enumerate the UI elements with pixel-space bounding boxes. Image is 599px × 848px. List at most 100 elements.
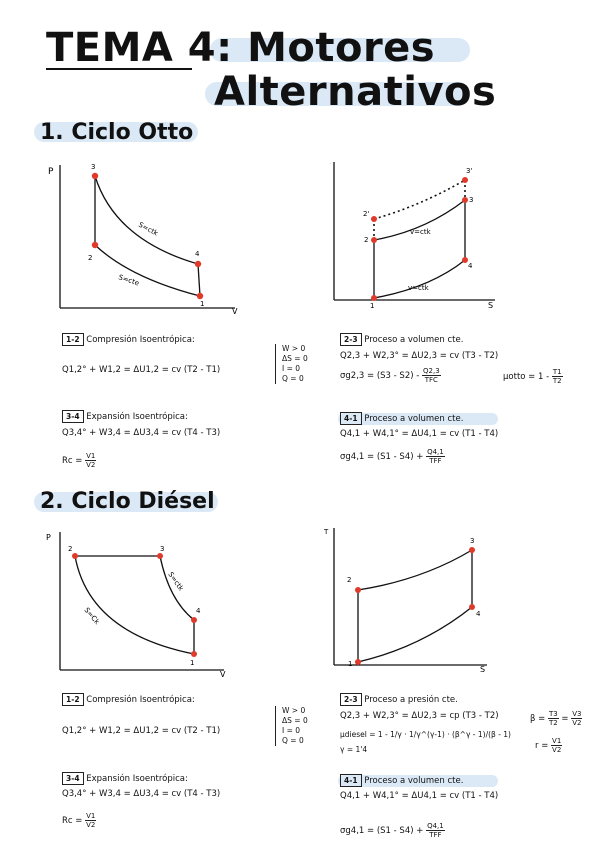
otto-p41-label: Proceso a volumen cte. <box>364 414 464 424</box>
otto-heading-highlight <box>34 122 198 142</box>
otto-pv-x-label: V <box>232 307 238 315</box>
otto-p41-formula2: σg4,1 = (S1 - S4) + Q4,1 TFF <box>340 448 445 465</box>
diesel-pv-label-2: 2 <box>68 545 72 553</box>
diesel-rc-den: V2 <box>86 821 96 829</box>
otto-ts-point-3p <box>462 177 468 183</box>
diesel-p23-header: 2-3 Proceso a presión cte. <box>340 693 458 706</box>
otto-p23-formula2: σg2,3 = (S3 - S2) - Q2,3 TFC <box>340 367 441 384</box>
otto-p23-formula1: Q2,3 + W2,3° = ΔU2,3 = cv (T3 - T2) <box>340 351 499 361</box>
diesel-ts-isochore <box>357 606 473 663</box>
diesel-p41-label: Proceso a volumen cte. <box>364 776 464 786</box>
diesel-p23-label: Proceso a presión cte. <box>364 695 458 705</box>
diesel-prop-ds: ΔS = 0 <box>282 716 308 725</box>
diesel-p34-formula: Q3,4° + W3,4 = ΔU3,4 = cv (T4 - T3) <box>62 789 221 799</box>
otto-rc: Rc = V1 V2 <box>62 452 97 469</box>
diesel-p12-header: 1-2 Compresión Isoentrópica: <box>62 693 195 706</box>
otto-ts-y-label: T <box>330 162 331 170</box>
diesel-ts-label-2: 2 <box>347 576 351 584</box>
otto-p23-den: TFC <box>424 376 438 384</box>
otto-p41-highlight <box>338 413 498 425</box>
diesel-prop-w: W > 0 <box>282 706 306 715</box>
diesel-p34-header: 3-4 Expansión Isoentrópica: <box>62 772 188 785</box>
otto-eta-den: T2 <box>552 377 562 385</box>
otto-p41-num: Q4,1 <box>426 448 445 457</box>
diesel-pv-label-1: 1 <box>190 659 194 667</box>
diesel-p41-formula1: Q4,1 + W4,1° = ΔU4,1 = cv (T1 - T4) <box>340 791 499 801</box>
diesel-p34-tag: 3-4 <box>62 772 84 785</box>
otto-pv-point-3 <box>91 172 99 180</box>
title-underline <box>46 68 192 70</box>
diesel-p12-formula: Q1,2° + W1,2 = ΔU1,2 = cv (T2 - T1) <box>62 726 221 736</box>
otto-p34-label: Expansión Isoentrópica: <box>86 412 188 422</box>
diesel-prop-i: I = 0 <box>282 726 301 735</box>
diesel-p41-highlight <box>338 775 498 787</box>
otto-p23-entropy: σg2,3 = (S3 - S2) - <box>340 371 420 381</box>
otto-eta-lhs: μotto = 1 - <box>503 372 550 382</box>
diesel-p12-tag: 1-2 <box>62 693 84 706</box>
page-title-line1: TEMA 4: Motores <box>46 28 435 68</box>
diesel-pv-point-3 <box>157 553 163 559</box>
diesel-pv-y-label: P <box>46 533 51 542</box>
diesel-p41-den: TFF <box>429 831 442 839</box>
diesel-p41-formula2: σg4,1 = (S1 - S4) + Q4,1 TFF <box>340 822 445 839</box>
otto-ts-point-2p <box>371 216 377 222</box>
title-highlight-1 <box>210 38 470 62</box>
otto-p41-den: TFF <box>429 457 442 465</box>
diesel-p41-tag: 4-1 <box>340 774 362 787</box>
otto-p23-label: Proceso a volumen cte. <box>364 335 464 345</box>
otto-ts-label-2: 2 <box>364 236 368 244</box>
otto-p41-entropy: σg4,1 = (S1 - S4) + <box>340 452 424 462</box>
otto-rc-num: V1 <box>85 452 97 461</box>
diesel-pv-label-4: 4 <box>196 607 201 615</box>
otto-p12-props: W > 0 ΔS = 0 I = 0 Q = 0 <box>275 344 308 384</box>
diesel-p41-num: Q4,1 <box>426 822 445 831</box>
otto-pv-heat-out <box>197 263 201 297</box>
diesel-p12-label: Compresión Isoentrópica: <box>86 695 195 705</box>
otto-p23-header: 2-3 Proceso a volumen cte. <box>340 333 463 346</box>
otto-ts-label-4: 4 <box>468 262 473 270</box>
otto-efficiency: μotto = 1 - T1 T2 <box>503 368 563 385</box>
otto-ts-point-1 <box>371 295 377 301</box>
otto-p12-tag: 1-2 <box>62 333 84 346</box>
diesel-pv-point-1 <box>191 651 197 657</box>
diesel-ts-isobar <box>357 549 473 591</box>
diesel-ts-point-4 <box>469 604 475 610</box>
diesel-ts-point-1 <box>355 659 361 665</box>
diesel-heading: 2. Ciclo Diésel <box>40 489 215 514</box>
diesel-ts-y-label: T <box>323 528 329 536</box>
otto-p34-header: 3-4 Expansión Isoentrópica: <box>62 410 188 423</box>
otto-p23-num: Q2,3 <box>422 367 441 376</box>
otto-pv-y-label: P <box>48 167 54 177</box>
otto-pv-point-4 <box>194 260 202 268</box>
diesel-beta-frac2: V3 V2 <box>571 710 583 727</box>
otto-pv-label-1: 1 <box>200 300 204 308</box>
diesel-p23-tag: 2-3 <box>340 693 362 706</box>
diesel-ts-label-3: 3 <box>470 537 474 545</box>
otto-ts-point-2 <box>371 237 377 243</box>
otto-ts-isochore-upper <box>373 199 466 241</box>
otto-prop-w: W > 0 <box>282 344 306 353</box>
otto-ts-label-1: 1 <box>370 302 374 308</box>
otto-pv-label-3: 3 <box>91 163 95 171</box>
diesel-ts-point-3 <box>469 547 475 553</box>
diesel-r: r = V1 V2 <box>535 737 563 754</box>
otto-ts-x-label: S <box>488 301 493 308</box>
diesel-ts-x-label: S <box>480 665 485 672</box>
diesel-beta-num1: T3 <box>547 710 559 719</box>
title-motores: Motores <box>247 25 436 71</box>
diesel-beta-num2: V3 <box>571 710 583 719</box>
otto-p12-header: 1-2 Compresión Isoentrópica: <box>62 333 195 346</box>
otto-pv-expansion-curve <box>94 175 199 265</box>
otto-ts-point-4 <box>462 257 468 263</box>
otto-pv-point-1 <box>196 292 204 300</box>
otto-p41-frac: Q4,1 TFF <box>426 448 445 465</box>
diesel-efficiency: μdiesel = 1 - 1/γ · 1/γ^(γ-1) · (β^γ - 1… <box>340 730 511 739</box>
diesel-beta-den2: V2 <box>572 719 582 727</box>
otto-p12-formula: Q1,2° + W1,2 = ΔU1,2 = cv (T2 - T1) <box>62 365 221 375</box>
otto-ts-lower-curve-label: v=ctk <box>408 284 430 292</box>
otto-ts-label-3p: 3' <box>466 167 472 175</box>
otto-rc-den: V2 <box>86 461 96 469</box>
otto-eta-num: T1 <box>551 368 563 377</box>
diesel-beta-frac1: T3 T2 <box>547 710 559 727</box>
page-title-line2: Alternativos <box>214 69 497 115</box>
